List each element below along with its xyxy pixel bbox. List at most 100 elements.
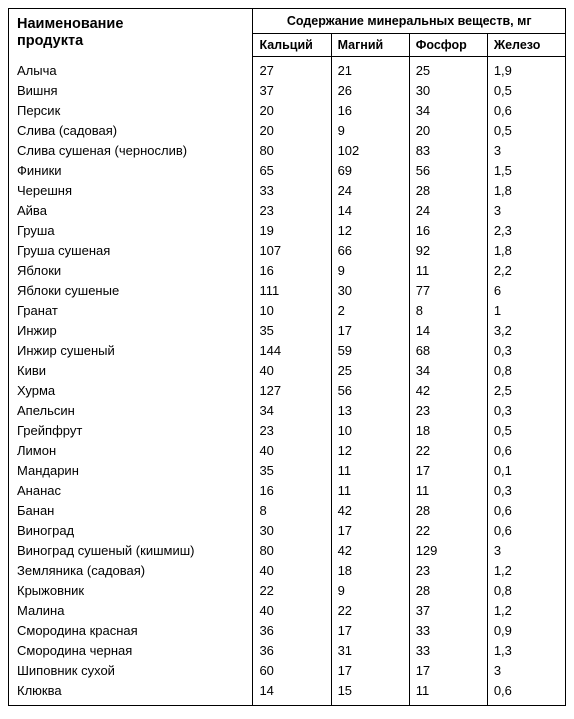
cell-value: 23	[253, 201, 331, 221]
table-row: Алыча2721251,9	[9, 57, 566, 82]
cell-value: 16	[253, 481, 331, 501]
table-row: Лимон4012220,6	[9, 441, 566, 461]
cell-value: 33	[409, 621, 487, 641]
col-header-calcium: Кальций	[253, 34, 331, 57]
cell-value: 3	[487, 141, 565, 161]
cell-product-name: Яблоки	[9, 261, 253, 281]
cell-product-name: Инжир сушеный	[9, 341, 253, 361]
cell-value: 30	[331, 281, 409, 301]
cell-product-name: Персик	[9, 101, 253, 121]
cell-value: 24	[409, 201, 487, 221]
cell-value: 2,3	[487, 221, 565, 241]
cell-value: 26	[331, 81, 409, 101]
cell-product-name: Алыча	[9, 57, 253, 82]
cell-value: 17	[409, 461, 487, 481]
cell-value: 28	[409, 581, 487, 601]
table-row: Финики6569561,5	[9, 161, 566, 181]
table-row: Хурма12756422,5	[9, 381, 566, 401]
table-body: Алыча2721251,9Вишня3726300,5Персик201634…	[9, 57, 566, 706]
cell-value: 20	[253, 101, 331, 121]
cell-value: 1,8	[487, 181, 565, 201]
cell-product-name: Яблоки сушеные	[9, 281, 253, 301]
table-row: Инжир сушеный14459680,3	[9, 341, 566, 361]
cell-value: 34	[409, 361, 487, 381]
cell-value: 12	[331, 441, 409, 461]
cell-value: 3,2	[487, 321, 565, 341]
cell-value: 35	[253, 321, 331, 341]
cell-value: 0,8	[487, 361, 565, 381]
cell-value: 9	[331, 261, 409, 281]
cell-value: 92	[409, 241, 487, 261]
cell-value: 23	[253, 421, 331, 441]
cell-value: 16	[409, 221, 487, 241]
cell-value: 21	[331, 57, 409, 82]
cell-value: 1,2	[487, 601, 565, 621]
table-row: Ананас1611110,3	[9, 481, 566, 501]
cell-value: 17	[331, 521, 409, 541]
table-row: Слива (садовая)209200,5	[9, 121, 566, 141]
cell-product-name: Груша сушеная	[9, 241, 253, 261]
cell-value: 11	[331, 461, 409, 481]
cell-value: 42	[409, 381, 487, 401]
table-row: Яблоки169112,2	[9, 261, 566, 281]
cell-value: 1,2	[487, 561, 565, 581]
cell-product-name: Айва	[9, 201, 253, 221]
cell-value: 10	[331, 421, 409, 441]
cell-value: 30	[409, 81, 487, 101]
table-row: Киви4025340,8	[9, 361, 566, 381]
cell-value: 17	[409, 661, 487, 681]
cell-value: 80	[253, 541, 331, 561]
cell-product-name: Инжир	[9, 321, 253, 341]
cell-value: 102	[331, 141, 409, 161]
cell-value: 0,5	[487, 81, 565, 101]
table-row: Клюква1415110,6	[9, 681, 566, 706]
cell-value: 68	[409, 341, 487, 361]
table-row: Малина4022371,2	[9, 601, 566, 621]
cell-product-name: Грейпфрут	[9, 421, 253, 441]
cell-value: 25	[409, 57, 487, 82]
cell-value: 2,5	[487, 381, 565, 401]
cell-value: 22	[331, 601, 409, 621]
cell-product-name: Крыжовник	[9, 581, 253, 601]
cell-product-name: Вишня	[9, 81, 253, 101]
cell-product-name: Ананас	[9, 481, 253, 501]
cell-product-name: Слива (садовая)	[9, 121, 253, 141]
cell-value: 11	[409, 681, 487, 706]
mineral-contents-table-wrapper: Наименование продукта Содержание минерал…	[0, 0, 574, 714]
header-title: Наименование продукта	[9, 9, 253, 57]
cell-value: 0,9	[487, 621, 565, 641]
table-row: Крыжовник229280,8	[9, 581, 566, 601]
table-row: Виноград сушеный (кишмиш)80421293	[9, 541, 566, 561]
cell-product-name: Шиповник сухой	[9, 661, 253, 681]
cell-value: 24	[331, 181, 409, 201]
cell-value: 42	[331, 541, 409, 561]
cell-value: 1,5	[487, 161, 565, 181]
cell-value: 80	[253, 141, 331, 161]
table-row: Черешня3324281,8	[9, 181, 566, 201]
cell-product-name: Смородина черная	[9, 641, 253, 661]
cell-value: 9	[331, 121, 409, 141]
header-title-line2: продукта	[17, 33, 83, 49]
table-row: Смородина красная3617330,9	[9, 621, 566, 641]
cell-value: 40	[253, 561, 331, 581]
table-row: Вишня3726300,5	[9, 81, 566, 101]
table-row: Айва2314243	[9, 201, 566, 221]
cell-value: 144	[253, 341, 331, 361]
cell-product-name: Виноград	[9, 521, 253, 541]
cell-value: 60	[253, 661, 331, 681]
table-row: Виноград3017220,6	[9, 521, 566, 541]
cell-value: 65	[253, 161, 331, 181]
cell-product-name: Виноград сушеный (кишмиш)	[9, 541, 253, 561]
cell-value: 1,3	[487, 641, 565, 661]
cell-value: 16	[331, 101, 409, 121]
cell-value: 28	[409, 501, 487, 521]
cell-value: 129	[409, 541, 487, 561]
cell-product-name: Финики	[9, 161, 253, 181]
cell-product-name: Банан	[9, 501, 253, 521]
cell-value: 14	[253, 681, 331, 706]
cell-value: 33	[409, 641, 487, 661]
cell-value: 66	[331, 241, 409, 261]
cell-value: 0,1	[487, 461, 565, 481]
cell-value: 127	[253, 381, 331, 401]
cell-value: 3	[487, 661, 565, 681]
